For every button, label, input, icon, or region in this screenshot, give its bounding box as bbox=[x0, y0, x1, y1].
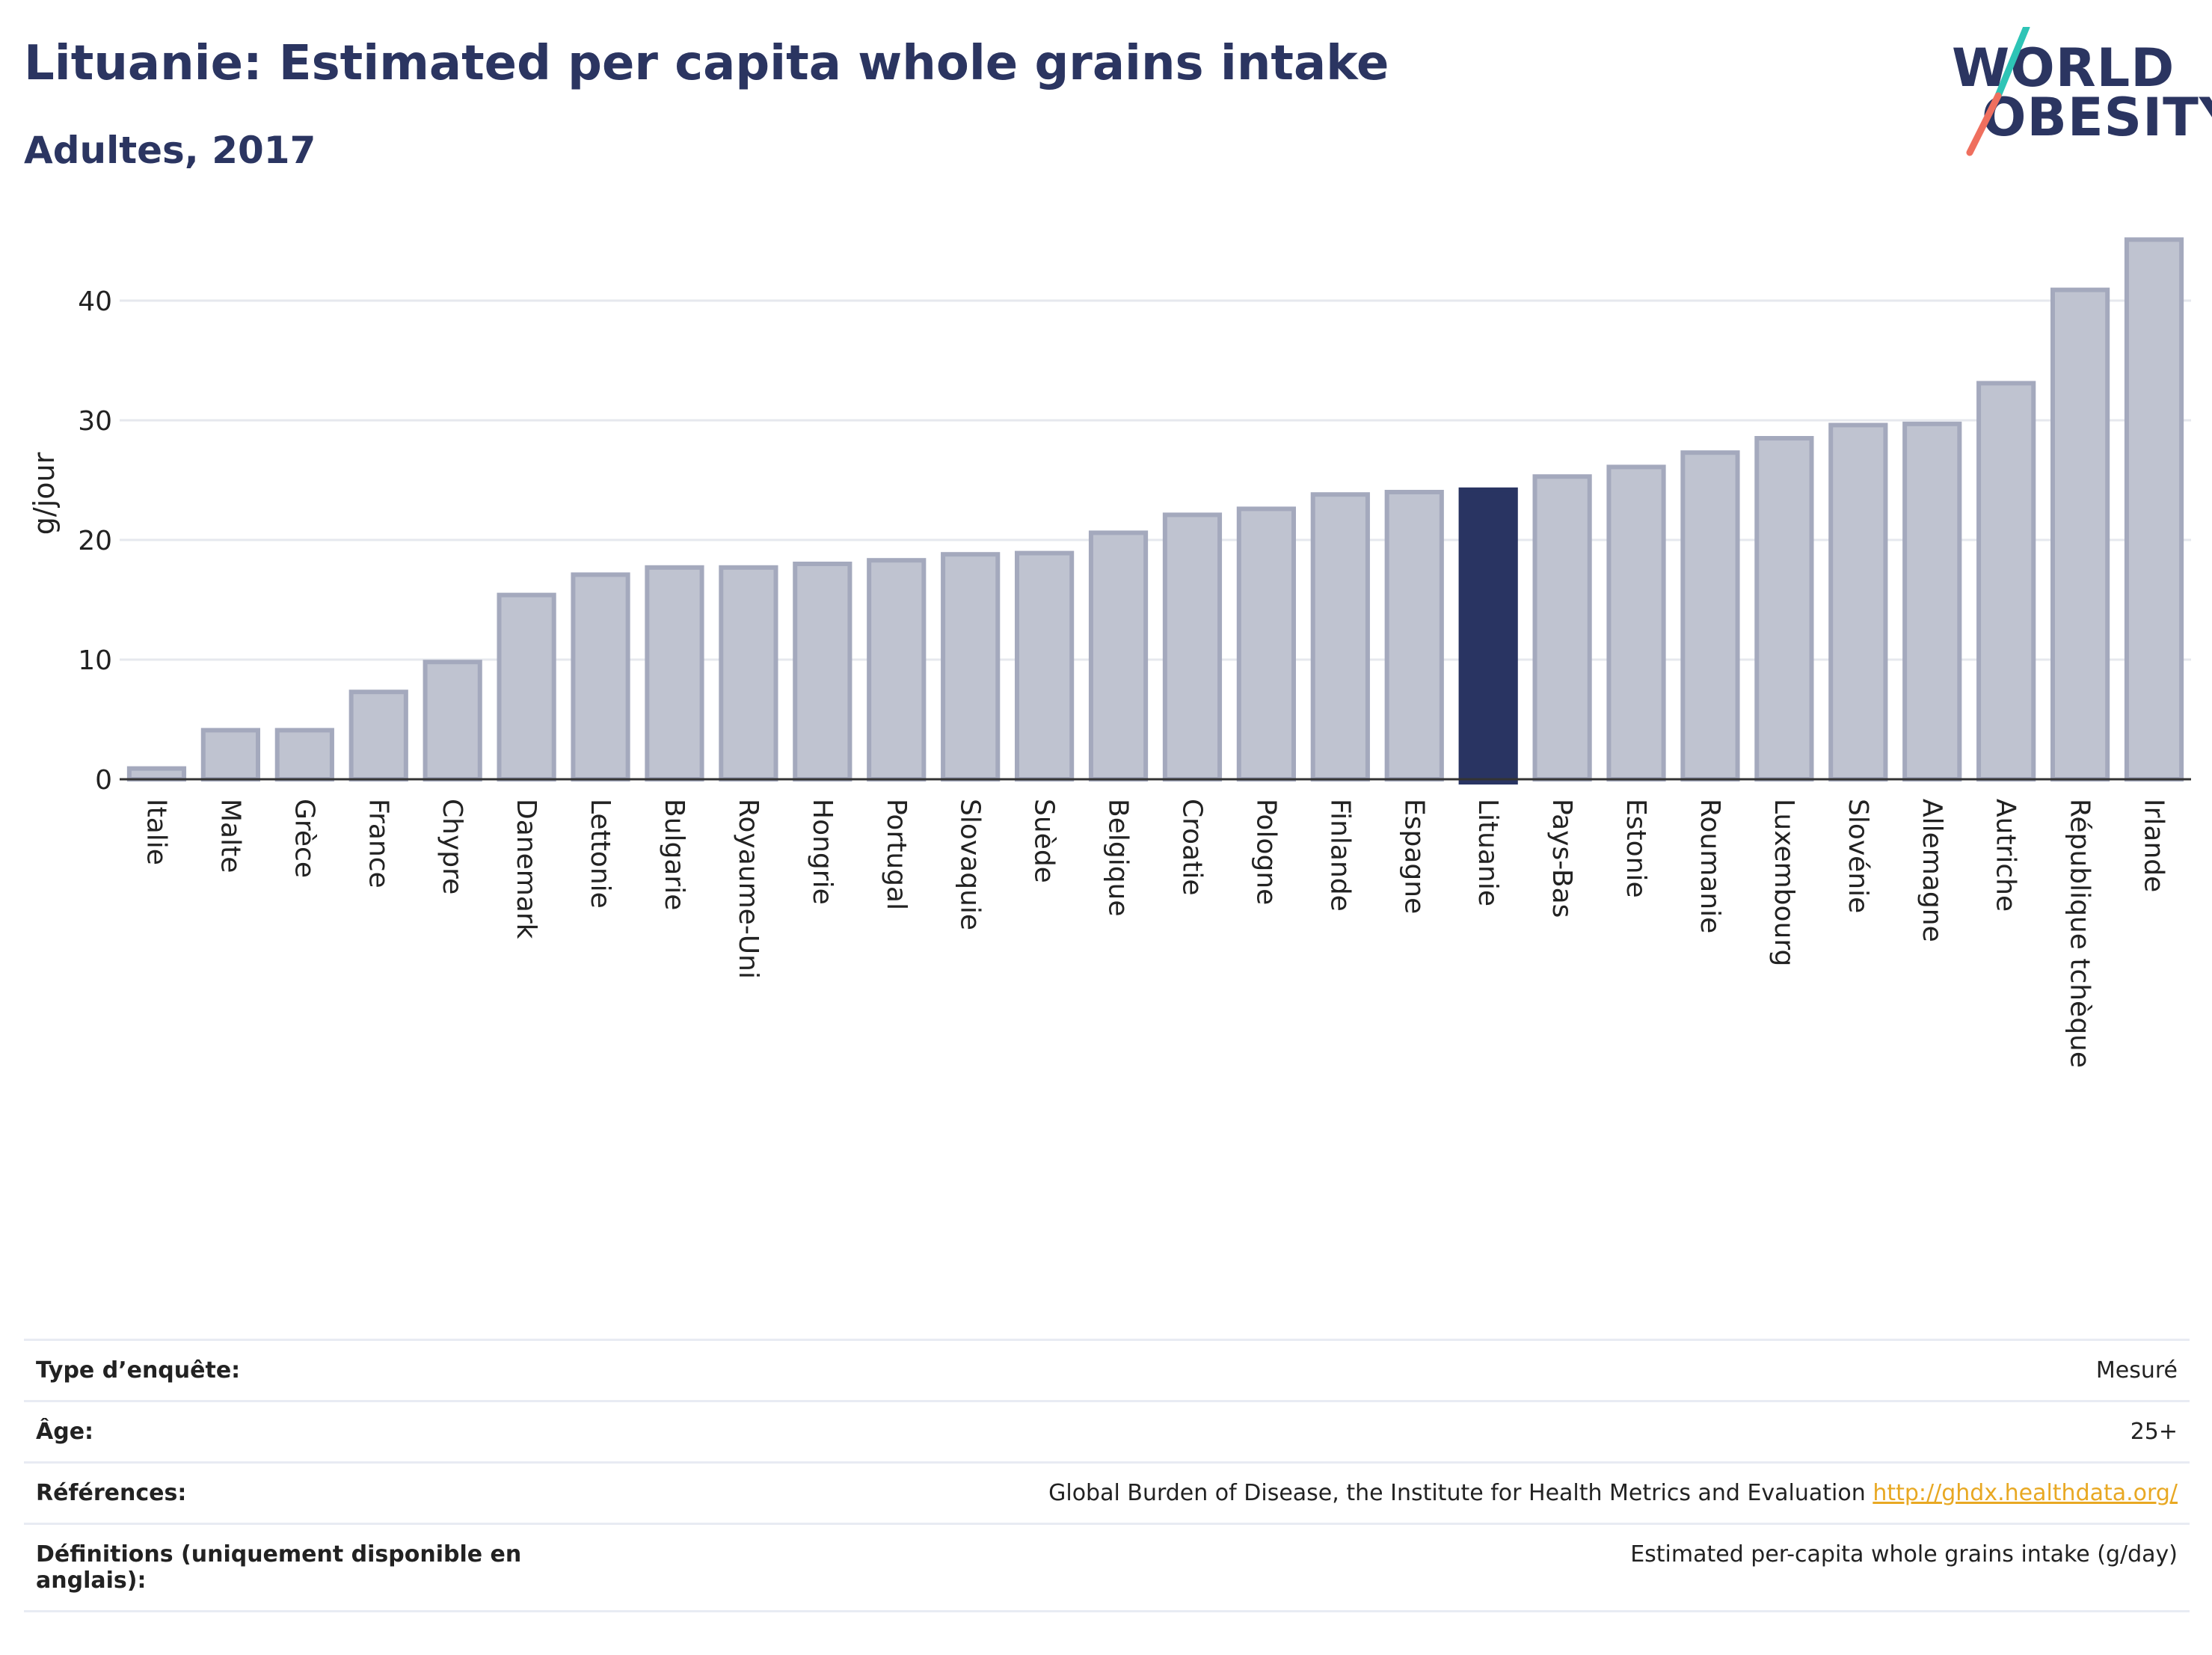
info-row-definitions: Définitions (uniquement disponible en an… bbox=[24, 1523, 2190, 1612]
info-value: Global Burden of Disease, the Institute … bbox=[541, 1461, 2190, 1524]
info-row-age: Âge: 25+ bbox=[24, 1400, 2190, 1463]
info-value: 25+ bbox=[541, 1400, 2190, 1463]
x-tick-label: Estonie bbox=[1620, 799, 1651, 898]
y-axis-ticks: 0 10 20 30 40 bbox=[78, 286, 112, 796]
x-tick-label: Slovaquie bbox=[955, 799, 986, 930]
bar[interactable] bbox=[1532, 474, 1592, 782]
bar[interactable] bbox=[423, 660, 482, 782]
bar[interactable] bbox=[793, 562, 852, 782]
y-tick-label: 10 bbox=[78, 645, 112, 676]
x-tick-label: Suède bbox=[1029, 799, 1060, 883]
info-table: Type d’enquête: Mesuré Âge: 25+ Référenc… bbox=[24, 1339, 2190, 1612]
bar[interactable] bbox=[1976, 381, 2036, 782]
bar[interactable] bbox=[571, 572, 630, 782]
bar[interactable] bbox=[1606, 464, 1666, 782]
x-tick-label: Danemark bbox=[511, 799, 541, 939]
info-key: Définitions (uniquement disponible en an… bbox=[24, 1523, 541, 1612]
x-tick-label: Allemagne bbox=[1917, 799, 1947, 942]
x-tick-label: République tchèque bbox=[2065, 799, 2095, 1068]
x-tick-label: Roumanie bbox=[1695, 799, 1725, 933]
x-tick-label: Irlande bbox=[2139, 799, 2169, 892]
reference-link[interactable]: http://ghdx.healthdata.org/ bbox=[1872, 1480, 2178, 1506]
x-tick-label: Lituanie bbox=[1472, 799, 1503, 906]
x-tick-label: Chypre bbox=[437, 799, 467, 894]
bar[interactable] bbox=[274, 728, 334, 782]
bar[interactable] bbox=[645, 565, 704, 782]
x-tick-label: France bbox=[363, 799, 393, 888]
logo-word-obesity: OBESITY bbox=[1982, 87, 2212, 148]
bar[interactable] bbox=[1384, 490, 1444, 782]
chart-subtitle: Adultes, 2017 bbox=[24, 129, 316, 172]
x-tick-label: Slovénie bbox=[1843, 799, 1873, 913]
y-axis-label: g/jour bbox=[28, 452, 61, 535]
x-tick-label: Autriche bbox=[1991, 799, 2021, 912]
reference-text: Global Burden of Disease, the Institute … bbox=[1048, 1480, 1866, 1506]
bar[interactable] bbox=[1236, 506, 1296, 782]
x-tick-label: Lettonie bbox=[585, 799, 615, 909]
bar[interactable] bbox=[2050, 287, 2110, 782]
info-value: Mesuré bbox=[541, 1339, 2190, 1401]
x-tick-label: Espagne bbox=[1398, 799, 1429, 914]
x-tick-label: Malte bbox=[215, 799, 245, 873]
y-tick-label: 40 bbox=[78, 286, 112, 317]
info-value: Estimated per-capita whole grains intake… bbox=[541, 1523, 2190, 1612]
x-tick-label: Luxembourg bbox=[1769, 799, 1799, 966]
bar[interactable] bbox=[941, 552, 1001, 782]
bar[interactable] bbox=[348, 690, 408, 782]
bars bbox=[120, 237, 2191, 784]
bar-chart: 0 10 20 30 40 Italie Malte Grèce France Chypre Da… bbox=[28, 237, 2191, 1068]
x-tick-label: Grèce bbox=[289, 799, 319, 878]
bar[interactable] bbox=[1458, 487, 1518, 784]
x-tick-label: Hongrie bbox=[807, 799, 838, 905]
info-key: Type d’enquête: bbox=[24, 1339, 541, 1401]
info-key: Références: bbox=[24, 1461, 541, 1524]
chart-title: Lituanie: Estimated per capita whole gra… bbox=[24, 36, 1389, 91]
x-tick-label: Royaume-Uni bbox=[733, 799, 764, 979]
y-tick-label: 30 bbox=[78, 406, 112, 437]
x-tick-label: Belgique bbox=[1103, 799, 1134, 917]
x-tick-label: Pays-Bas bbox=[1546, 799, 1577, 918]
bar[interactable] bbox=[1828, 423, 1888, 782]
y-tick-label: 0 bbox=[95, 765, 112, 796]
bar[interactable] bbox=[867, 558, 927, 782]
y-tick-label: 20 bbox=[78, 526, 112, 556]
x-tick-label: Italie bbox=[141, 799, 171, 865]
bar[interactable] bbox=[1088, 530, 1149, 782]
logo-word-world: WORLD bbox=[1952, 37, 2175, 99]
x-tick-label: Croatie bbox=[1176, 799, 1207, 896]
bar[interactable] bbox=[1754, 436, 1814, 782]
bar[interactable] bbox=[1902, 421, 1962, 782]
bar[interactable] bbox=[1015, 550, 1075, 782]
bar[interactable] bbox=[497, 592, 556, 782]
info-row-survey-type: Type d’enquête: Mesuré bbox=[24, 1339, 2190, 1401]
x-tick-label: Portugal bbox=[881, 799, 912, 910]
x-tick-label: Pologne bbox=[1250, 799, 1281, 905]
x-tick-label: Bulgarie bbox=[659, 799, 689, 910]
info-key: Âge: bbox=[24, 1400, 541, 1463]
logo-slash-icon bbox=[1966, 27, 2030, 156]
info-row-references: Références: Global Burden of Disease, th… bbox=[24, 1461, 2190, 1524]
bar[interactable] bbox=[200, 728, 260, 782]
bar[interactable] bbox=[719, 565, 778, 782]
x-tick-label: Finlande bbox=[1324, 799, 1355, 912]
bar[interactable] bbox=[1162, 512, 1223, 782]
bar[interactable] bbox=[2124, 237, 2184, 782]
bar[interactable] bbox=[126, 766, 187, 782]
world-obesity-logo[interactable]: WORLD OBESITY bbox=[1952, 27, 2212, 162]
bar[interactable] bbox=[1310, 492, 1370, 782]
x-axis-ticks: Italie Malte Grèce France Chypre Danemark Lett… bbox=[141, 799, 2169, 1068]
bar[interactable] bbox=[1680, 450, 1740, 782]
